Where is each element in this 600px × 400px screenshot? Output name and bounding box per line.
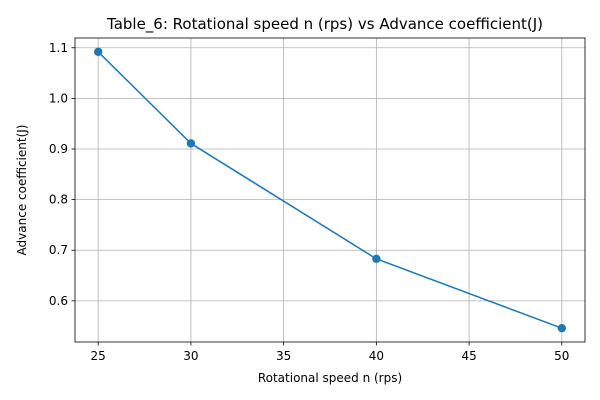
series-line [97, 51, 563, 329]
x-tick-label: 35 [276, 349, 291, 363]
x-axis-title: Rotational speed n (rps) [258, 371, 402, 385]
y-tick-label: 0.9 [49, 142, 68, 156]
plot-frame [74, 37, 586, 343]
grid-layer [75, 38, 585, 342]
y-tick-label: 1.0 [49, 91, 68, 105]
y-tick-label: 0.7 [49, 243, 68, 257]
data-point [93, 47, 103, 57]
chart-title: Table_6: Rotational speed n (rps) vs Adv… [106, 15, 543, 34]
y-tick-label: 0.6 [49, 294, 68, 308]
x-tick-label: 25 [91, 349, 106, 363]
x-tick-label: 30 [183, 349, 198, 363]
data-point [186, 139, 196, 148]
x-tick-label: 45 [461, 349, 476, 363]
y-axis-title: Advance coefficient(J) [15, 125, 29, 256]
y-tick-label: 0.8 [49, 193, 68, 207]
x-tick-label: 50 [554, 349, 569, 363]
x-tick-label: 40 [369, 349, 384, 363]
data-point [557, 323, 567, 333]
series-layer [93, 47, 567, 333]
y-tick-label: 1.1 [49, 41, 68, 55]
tick-layer: 25 30 35 40 45 50 0.6 0.7 0.8 0.9 1.0 1.1 [49, 41, 570, 363]
data-point [372, 254, 381, 264]
